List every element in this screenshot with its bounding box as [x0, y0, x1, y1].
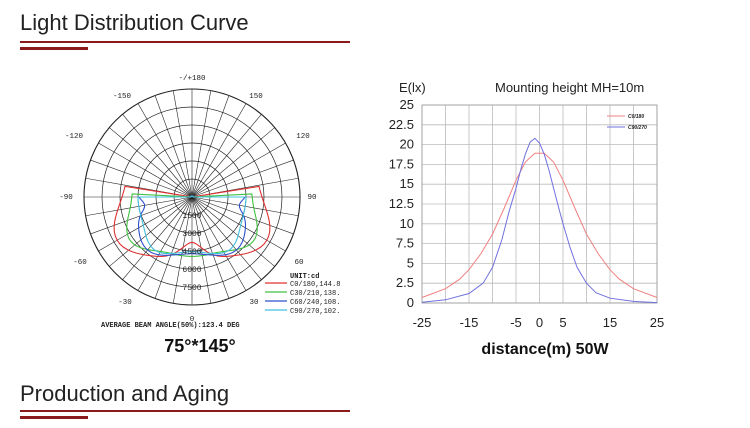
polar-spoke	[109, 196, 193, 267]
polar-spoke	[191, 103, 247, 198]
chart-legend: C0/180 C90/270	[607, 114, 647, 131]
polar-legend-label: C90/270,102.	[290, 308, 340, 316]
polar-labels: -/+180 -150 150 -120 120 -90 90 -60 60 -30 30 0 1500…	[59, 75, 317, 324]
polar-spoke	[122, 196, 193, 280]
y-tick-label: 7.5	[396, 236, 414, 251]
polar-spoke	[98, 142, 193, 198]
polar-angle-label: 150	[249, 93, 263, 101]
polar-spoke	[191, 196, 212, 304]
chart-grid	[421, 104, 658, 304]
polar-spoke	[191, 90, 212, 198]
y-tick-label: 25	[400, 97, 414, 112]
polar-curve	[137, 195, 247, 255]
polar-spoke	[137, 103, 193, 198]
y-tick-label: 0	[407, 295, 414, 310]
polar-intensity-label: 3000	[182, 230, 201, 239]
polar-legend: C0/180,144.8C30/210,138.C60/240,108.C90/…	[265, 281, 340, 316]
polar-legend-label: C30/210,138.	[290, 290, 340, 298]
polar-angle-label: 60	[294, 259, 304, 267]
beam-angle-label: AVERAGE BEAM ANGLE(50%):123.4 DEG	[101, 322, 240, 330]
x-tick-label: 5	[559, 315, 566, 330]
polar-angle-label: -120	[65, 133, 84, 141]
polar-spoke	[90, 159, 193, 198]
chart-title: Mounting height MH=10m	[495, 80, 644, 95]
chart-series	[421, 137, 658, 304]
polar-distribution-diagram: -/+180 -150 150 -120 120 -90 90 -60 60 -30 30 0 1500…	[59, 75, 340, 330]
y-tick-label: 10	[400, 216, 414, 231]
legend-label: C0/180	[628, 114, 644, 120]
polar-spoke	[191, 127, 275, 198]
x-tick-label: -25	[413, 315, 432, 330]
polar-intensity-label: 1500	[182, 212, 201, 221]
illuminance-line-chart: E(lx) Mounting height MH=10m 25 22.5 20 17.…	[389, 80, 665, 358]
plot-frame	[421, 104, 658, 304]
y-tick-label: 15	[400, 176, 414, 191]
polar-spoke	[154, 95, 193, 198]
polar-intensity-label: 7500	[182, 284, 201, 293]
polar-angle-label: 0	[190, 316, 195, 324]
polar-spoke	[154, 196, 193, 299]
y-tick-label: 2.5	[396, 275, 414, 290]
polar-spoke	[191, 159, 294, 198]
section-title-light-distribution: Light Distribution Curve	[20, 10, 249, 35]
polar-spoke	[191, 95, 230, 198]
polar-angle-label: -150	[113, 93, 132, 101]
production-underline	[20, 410, 350, 412]
polar-angle-label: -90	[59, 194, 73, 202]
production-underline-accent	[20, 416, 88, 419]
polar-curve	[113, 185, 271, 258]
series-line	[421, 152, 658, 298]
polar-intensity-label: 6000	[182, 266, 201, 275]
polar-angle-label: -60	[73, 259, 87, 267]
polar-angle-label: -30	[118, 299, 132, 307]
x-tick-label: -5	[510, 315, 522, 330]
section-title-production: Production and Aging	[20, 381, 230, 406]
polar-spoke	[137, 196, 193, 291]
y-tick-label: 5	[407, 255, 414, 270]
polar-angle-label: -/+180	[178, 75, 206, 83]
polar-grid	[83, 88, 301, 306]
polar-spoke	[98, 196, 193, 252]
x-tick-label: -15	[460, 315, 479, 330]
polar-spoke	[191, 196, 262, 280]
polar-spoke	[191, 196, 275, 267]
polar-spoke	[109, 127, 193, 198]
x-tick-label: 0	[536, 315, 543, 330]
chart-ticks: 25 22.5 20 17.5 15 12.5 10 7.5 5 2.5 0 -25 -15 -5 0 5 15…	[389, 97, 665, 330]
x-tick-label: 25	[650, 315, 664, 330]
polar-spoke	[191, 114, 262, 198]
polar-legend-label: C60/240,108.	[290, 299, 340, 307]
polar-angle-label: 30	[249, 299, 259, 307]
chart-ylabel: E(lx)	[399, 80, 426, 95]
unit-label: UNIT:cd	[290, 273, 319, 281]
polar-spoke	[191, 142, 286, 198]
polar-spoke	[172, 196, 193, 304]
y-tick-label: 12.5	[389, 196, 414, 211]
polar-curves	[113, 185, 271, 258]
chart-xlabel: distance(m) 50W	[481, 341, 609, 358]
polar-spoke	[191, 196, 230, 299]
polar-angle-label: 90	[307, 194, 317, 202]
legend-label: C90/270	[628, 125, 647, 131]
y-tick-label: 22.5	[389, 117, 414, 132]
beam-caption: 75°*145°	[164, 336, 236, 356]
polar-spoke	[122, 114, 193, 198]
polar-spoke	[191, 196, 286, 252]
polar-legend-label: C0/180,144.8	[290, 281, 340, 289]
y-tick-label: 20	[400, 137, 414, 152]
polar-angle-label: 120	[296, 133, 310, 141]
polar-spoke	[172, 90, 193, 198]
polar-intensity-label: 4500	[182, 248, 201, 257]
title-underline	[20, 41, 350, 43]
x-tick-label: 15	[603, 315, 617, 330]
series-line	[421, 137, 658, 304]
title-underline-accent	[20, 47, 88, 50]
polar-spoke	[191, 196, 247, 291]
y-tick-label: 17.5	[389, 156, 414, 171]
